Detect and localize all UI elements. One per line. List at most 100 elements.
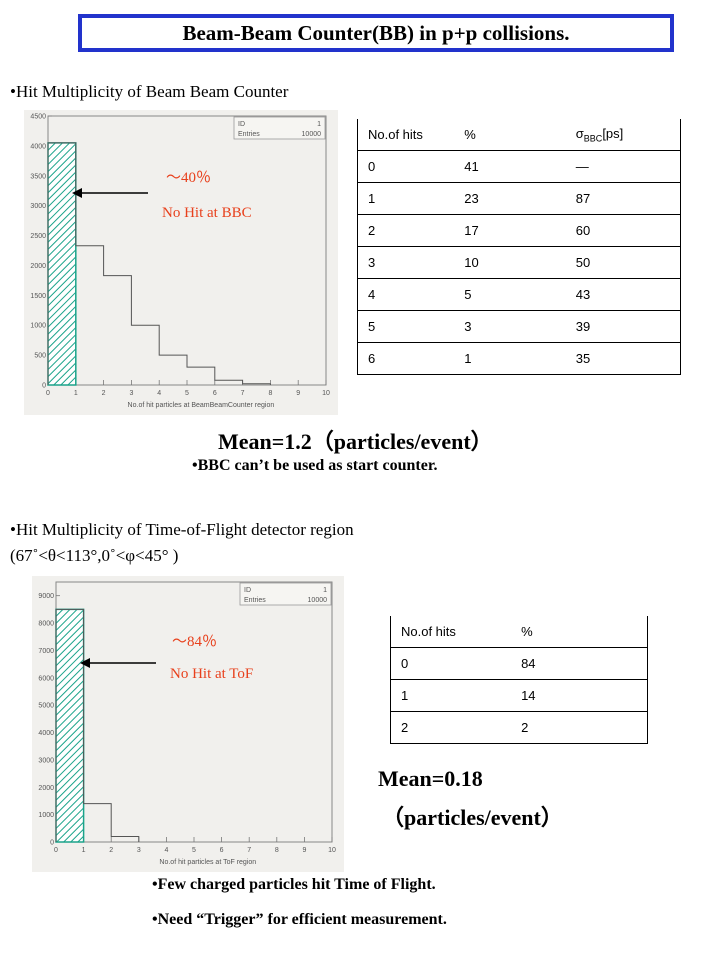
bbc-x-tick-label: 1 — [74, 390, 78, 397]
bbc-x-tick-label: 4 — [157, 390, 161, 397]
bbc-bar-bin-0 — [47, 142, 77, 386]
tof-x-tick-label: 8 — [275, 847, 279, 854]
tof-x-tick-label: 3 — [137, 847, 141, 854]
bbc-x-tick-label: 3 — [129, 390, 133, 397]
bbc-bar-bin-3 — [131, 325, 159, 385]
table-cell: 2 — [511, 711, 649, 744]
tof-x-tick-label: 2 — [109, 847, 113, 854]
tof-bar-bin-2 — [111, 837, 139, 842]
table-cell: 3 — [454, 310, 566, 343]
bbc-x-tick-label: 6 — [213, 390, 217, 397]
table-cell: 35 — [565, 342, 681, 375]
table-header-row: No.of hits% — [390, 616, 649, 648]
tof-conclusion-1: •Few charged particles hit Time of Fligh… — [152, 876, 436, 893]
tof-y-tick-label: 0 — [50, 840, 54, 847]
table-cell: 4 — [357, 278, 455, 311]
tof-y-tick-label: 3000 — [38, 757, 54, 764]
section2-bullet: •Hit Multiplicity of Time-of-Flight dete… — [10, 520, 354, 539]
bbc-note-percent: ～40％ — [166, 170, 212, 186]
bbc-arrow-icon — [72, 188, 148, 198]
bbc-stats-entries-label: Entries — [238, 131, 260, 138]
bbc-mean: Mean=1.2（particles/event） — [218, 429, 493, 454]
table-cell: 84 — [511, 647, 649, 680]
tof-plot-frame — [55, 581, 333, 843]
bbc-y-tick-label: 4000 — [30, 143, 46, 150]
tof-note-text: No Hit at ToF — [170, 666, 254, 682]
bbc-x-axis-label: No.of hit particles at BeamBeamCounter r… — [128, 402, 275, 409]
table-row: 0 84 — [390, 647, 649, 680]
bbc-y-tick-label: 0 — [42, 383, 46, 390]
bbc-x-tick-label: 0 — [46, 390, 50, 397]
bbc-stats-box — [233, 116, 326, 140]
tof-hit-multiplicity-histogram: ID 1 Entries 10000 0 1000 2000 3000 4000 5000 6000… — [32, 576, 344, 872]
table-cell: 41 — [454, 150, 566, 183]
bbc-table: No.of hits% σBBC[ps] 0 41—1 23 87 2 17 60 3 10 50 4 5… — [357, 119, 681, 375]
table-cell: 10 — [454, 246, 566, 279]
bbc-x-tick-label: 8 — [268, 390, 272, 397]
tof-mean: Mean=0.18 — [378, 766, 483, 791]
tof-x-tick-label: 4 — [164, 847, 168, 854]
tof-x-tick-label: 7 — [247, 847, 251, 854]
tof-x-tick-label: 0 — [54, 847, 58, 854]
tof-y-tick-label: 6000 — [38, 675, 54, 682]
bbc-y-tick-label: 500 — [34, 353, 46, 360]
tof-x-tick-label: 6 — [220, 847, 224, 854]
bbc-x-tick-label: 7 — [241, 390, 245, 397]
table-cell: 0 — [357, 150, 455, 183]
bbc-stats-id-label: ID — [238, 121, 245, 128]
table-cell: 1 — [357, 182, 455, 215]
table-cell: 2 — [390, 711, 512, 744]
slide-title: Beam-Beam Counter(BB) in p+p collisions. — [78, 14, 674, 52]
table-row: 3 10 50 — [357, 246, 681, 279]
table-row: 1 23 87 — [357, 182, 681, 215]
bbc-bar-bin-2 — [104, 276, 132, 385]
tof-y-tick-label: 7000 — [38, 648, 54, 655]
table-row: 0 41— — [357, 150, 681, 183]
bbc-stats-entries-value: 10000 — [302, 131, 322, 138]
table-cell: 5 — [454, 278, 566, 311]
table-cell: — — [565, 150, 681, 183]
table-header-cell: No.of hits — [357, 119, 455, 151]
bbc-y-tick-label: 3500 — [30, 173, 46, 180]
tof-stats-entries-label: Entries — [244, 597, 266, 604]
tof-conclusion-2: •Need “Trigger” for efficient measuremen… — [152, 911, 447, 928]
tof-mean-unit: （particles/event） — [382, 805, 563, 830]
table-cell: 0 — [390, 647, 512, 680]
tof-x-tick-label: 10 — [328, 847, 336, 854]
section2-bullet-range: (67˚<θ<113°,0˚<φ<45° ) — [10, 546, 179, 565]
tof-arrow-icon — [80, 658, 156, 668]
bbc-y-tick-label: 1000 — [30, 323, 46, 330]
table-row: 1 14 — [390, 679, 649, 712]
table-cell: 2 — [357, 214, 455, 247]
tof-x-axis-label: No.of hit particles at ToF region — [159, 859, 256, 866]
table-header-cell: No.of hits — [390, 616, 512, 648]
tof-histogram-outline — [55, 608, 140, 842]
table-cell: 1 — [454, 342, 566, 375]
tof-stats-id-label: ID — [244, 587, 251, 594]
bbc-plot-frame — [47, 115, 327, 386]
bbc-bar-bin-5 — [187, 367, 215, 385]
tof-y-tick-label: 1000 — [38, 812, 54, 819]
bbc-histogram-outline — [47, 142, 271, 385]
bbc-y-tick-label: 2500 — [30, 233, 46, 240]
bbc-bar-bin-1 — [76, 246, 104, 385]
tof-x-tick-label: 9 — [302, 847, 306, 854]
bbc-note-text: No Hit at BBC — [162, 205, 252, 221]
bbc-x-tick-label: 9 — [296, 390, 300, 397]
table-header-cell: % — [454, 119, 566, 151]
tof-bar-bin-0 — [55, 608, 85, 843]
table-cell: 87 — [565, 182, 681, 215]
table-row: 2 17 60 — [357, 214, 681, 247]
table-cell: 6 — [357, 342, 455, 375]
tof-stats-entries-value: 10000 — [308, 597, 328, 604]
bbc-bar-bin-4 — [159, 355, 187, 385]
bbc-y-tick-label: 2000 — [30, 263, 46, 270]
table-cell: 60 — [565, 214, 681, 247]
table-cell: 3 — [357, 246, 455, 279]
tof-stats-id-value: 1 — [323, 587, 327, 594]
section1-bullet: •Hit Multiplicity of Beam Beam Counter — [10, 82, 289, 101]
tof-y-tick-label: 4000 — [38, 730, 54, 737]
table-row: 6 1 35 — [357, 342, 681, 375]
table-cell: 1 — [390, 679, 512, 712]
